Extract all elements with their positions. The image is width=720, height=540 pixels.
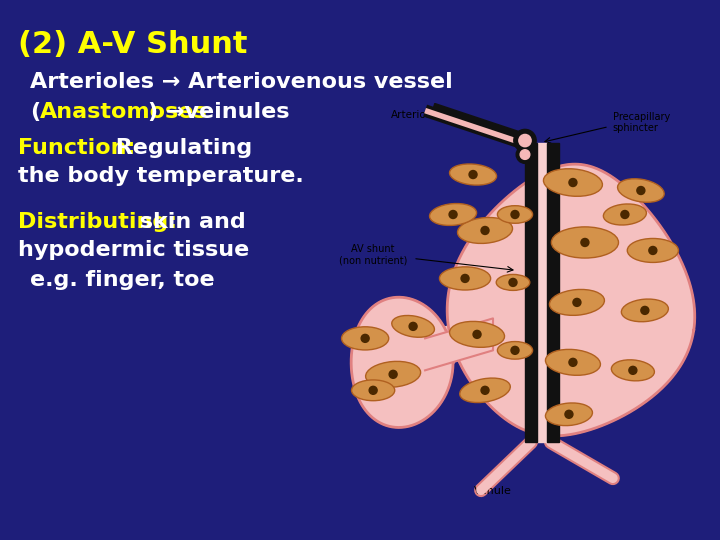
Circle shape [461,274,469,282]
Ellipse shape [457,218,513,244]
Circle shape [621,211,629,219]
Circle shape [514,130,536,152]
Text: AV shunt
(non nutrient): AV shunt (non nutrient) [339,244,408,265]
Ellipse shape [449,164,497,185]
Ellipse shape [621,299,668,322]
Ellipse shape [460,378,510,402]
Circle shape [569,179,577,186]
Circle shape [509,279,517,286]
Text: ) →veinules: ) →veinules [148,102,289,122]
Ellipse shape [449,321,505,347]
Ellipse shape [549,289,604,315]
Text: Distributing:: Distributing: [18,212,177,232]
Polygon shape [351,297,453,428]
Ellipse shape [552,227,618,258]
Polygon shape [537,143,547,442]
Ellipse shape [439,267,490,290]
Text: Regulating: Regulating [108,138,252,158]
Circle shape [369,386,377,394]
Circle shape [629,366,637,374]
Text: Arterioles → Arteriovenous vessel: Arterioles → Arteriovenous vessel [30,72,453,92]
Polygon shape [425,319,493,370]
Polygon shape [413,319,481,374]
Circle shape [573,299,581,306]
Ellipse shape [618,179,664,202]
Polygon shape [447,164,695,436]
Text: e.g. finger, toe: e.g. finger, toe [30,270,215,290]
Text: Precapillary
sphincter: Precapillary sphincter [613,112,670,133]
Text: hypodermic tissue: hypodermic tissue [18,240,249,260]
Circle shape [409,322,417,330]
Circle shape [361,334,369,342]
Polygon shape [547,143,559,442]
Circle shape [389,370,397,379]
Circle shape [481,226,489,234]
Ellipse shape [546,349,600,375]
Text: Function:: Function: [18,138,135,158]
Circle shape [469,171,477,179]
Circle shape [569,359,577,366]
Circle shape [473,330,481,339]
Ellipse shape [546,403,593,426]
Ellipse shape [498,342,533,359]
Text: Venule: Venule [474,486,512,496]
Polygon shape [525,143,537,442]
Text: Anastomoses: Anastomoses [40,102,207,122]
Circle shape [481,386,489,394]
Circle shape [520,150,530,159]
Text: (2) A-V Shunt: (2) A-V Shunt [18,30,248,59]
Circle shape [511,211,519,219]
Circle shape [649,246,657,254]
Text: the body temperature.: the body temperature. [18,166,304,186]
Ellipse shape [544,168,603,197]
Circle shape [641,306,649,314]
Ellipse shape [392,315,434,338]
Ellipse shape [430,204,477,225]
Ellipse shape [496,274,530,291]
Text: (: ( [30,102,40,122]
Ellipse shape [603,204,647,225]
Circle shape [637,186,645,194]
Circle shape [581,239,589,246]
Text: Arteriole: Arteriole [390,110,436,119]
Circle shape [565,410,573,418]
Ellipse shape [341,327,389,350]
Ellipse shape [351,380,395,401]
Ellipse shape [498,206,533,223]
Ellipse shape [366,361,420,387]
Ellipse shape [627,239,678,262]
Circle shape [519,134,531,147]
Circle shape [449,211,457,219]
Ellipse shape [611,360,654,381]
Circle shape [516,146,534,163]
Text: skin and: skin and [132,212,246,232]
Circle shape [511,346,519,354]
